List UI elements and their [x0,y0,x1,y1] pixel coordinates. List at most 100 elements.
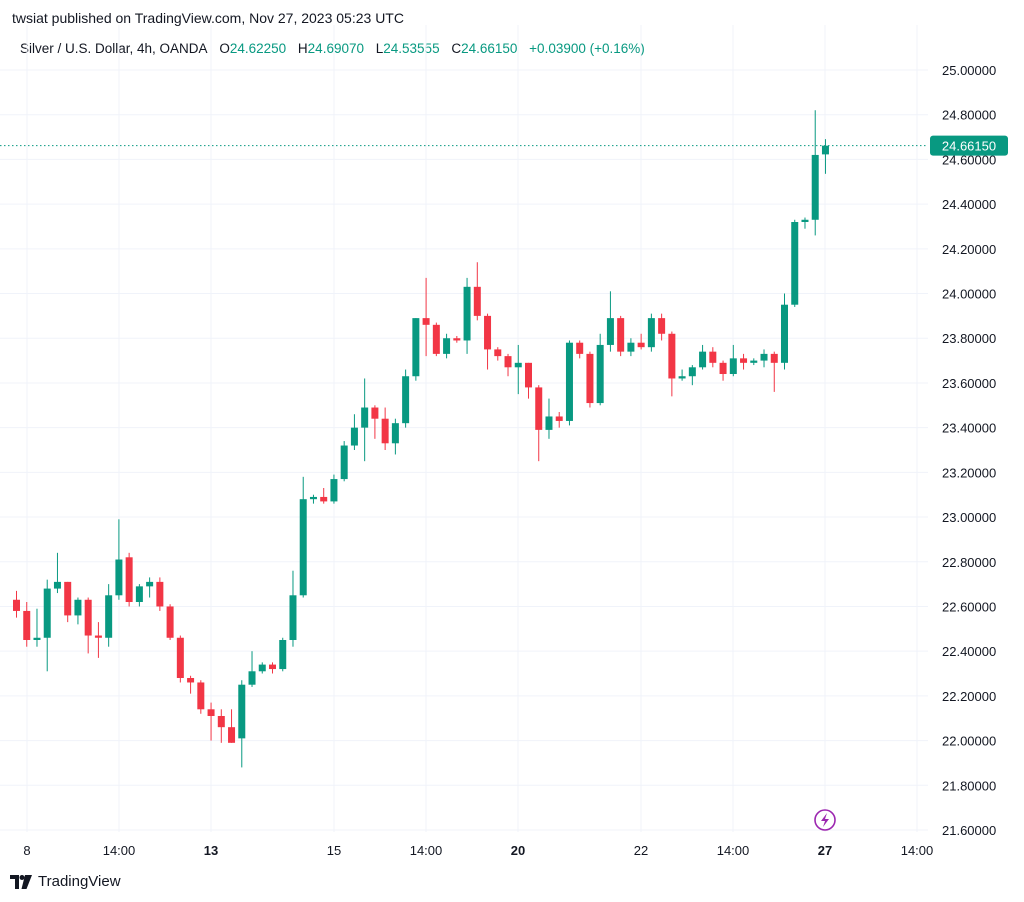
tradingview-logo-icon [10,874,32,889]
candle-body [555,416,563,421]
candle-body [781,304,788,363]
candle [668,331,676,397]
candle [658,313,666,341]
candle [166,604,174,640]
candle [770,351,778,392]
candle-body [330,479,338,502]
candle-body [791,222,799,305]
candle [688,365,696,386]
candle [320,488,328,504]
y-tick-label: 24.40000 [942,197,996,212]
candle-body [494,349,502,357]
candle-body [248,671,256,685]
candle [760,349,768,368]
candle-body [33,637,41,640]
candle [94,622,102,658]
candle [586,351,594,408]
candle-body [381,418,389,444]
candle-body [627,342,635,352]
candle-body [340,445,348,480]
candle-body [84,599,92,636]
candle [606,291,614,352]
last-price-marker: 24.66150 [0,135,1008,156]
candle [391,418,399,455]
candle-body [105,595,113,638]
time-axis[interactable]: 8 14:00 13 15 14:00 20 22 14:00 27 14:00 [23,843,933,858]
candle [115,519,123,600]
candle-body [64,581,72,616]
candle-body [279,640,287,670]
candle-body [565,342,573,421]
low-label: L [375,41,384,56]
candle [545,398,553,439]
candle-body [443,338,451,354]
candle-body [187,678,195,683]
candle [422,277,430,357]
candle-body [525,362,532,388]
candle-body [115,559,123,596]
flash-icon[interactable] [814,809,836,831]
candle [791,219,799,307]
candle-body [668,333,676,379]
y-tick-label: 24.00000 [942,287,996,302]
candle-body [545,416,553,430]
x-tick-label: 22 [634,843,648,858]
candle-body [23,610,31,640]
grid [0,25,928,832]
candle-body [484,315,492,350]
candle-body [238,684,246,739]
candle-body [617,318,625,352]
candle-body [606,318,614,345]
candle [637,333,645,350]
tradingview-logo[interactable]: TradingView [10,873,121,890]
symbol-title[interactable]: Silver / U.S. Dollar, 4h, OANDA [20,41,208,56]
price-axis[interactable]: 25.00000 24.80000 24.60000 24.40000 24.20000… [942,63,996,838]
candle-body [576,342,584,354]
candle [156,577,164,611]
candle-body [258,664,266,672]
candle-body [699,351,707,368]
candle-body [586,353,594,404]
candle [84,597,92,654]
candle [248,651,256,687]
candle-body [289,595,297,640]
candle [74,597,82,625]
tradingview-brand: TradingView [38,873,121,890]
candle-body [74,599,82,616]
candle-body [217,716,225,728]
candle [709,347,717,368]
open-label: O [219,41,230,56]
candle-body [43,588,51,638]
candle-body [299,499,307,596]
candle-body [176,637,184,678]
flash-icon-bolt [821,813,829,827]
candle [494,347,502,361]
candle [23,602,31,647]
x-tick-label: 15 [327,843,341,858]
candle [64,581,72,623]
candle [678,369,686,381]
candle-body [53,581,61,589]
high-value: 24.69070 [307,41,364,56]
candle-body [453,338,461,341]
candle [740,353,748,370]
candle [821,139,829,174]
last-price-label: 24.66150 [942,139,996,154]
candle [43,579,51,672]
candle [647,313,655,352]
y-tick-label: 23.20000 [942,465,996,480]
candle [565,340,573,426]
x-tick-label: 14:00 [901,843,934,858]
candle-body [596,344,604,404]
y-tick-label: 25.00000 [942,63,996,78]
candle-body [432,324,440,354]
y-tick-label: 22.00000 [942,734,996,749]
candle [361,378,369,462]
candle [453,336,461,343]
candle [617,315,625,357]
candle-body [658,318,666,334]
candle [340,441,348,482]
candle-body [350,427,358,446]
candle [146,577,154,598]
